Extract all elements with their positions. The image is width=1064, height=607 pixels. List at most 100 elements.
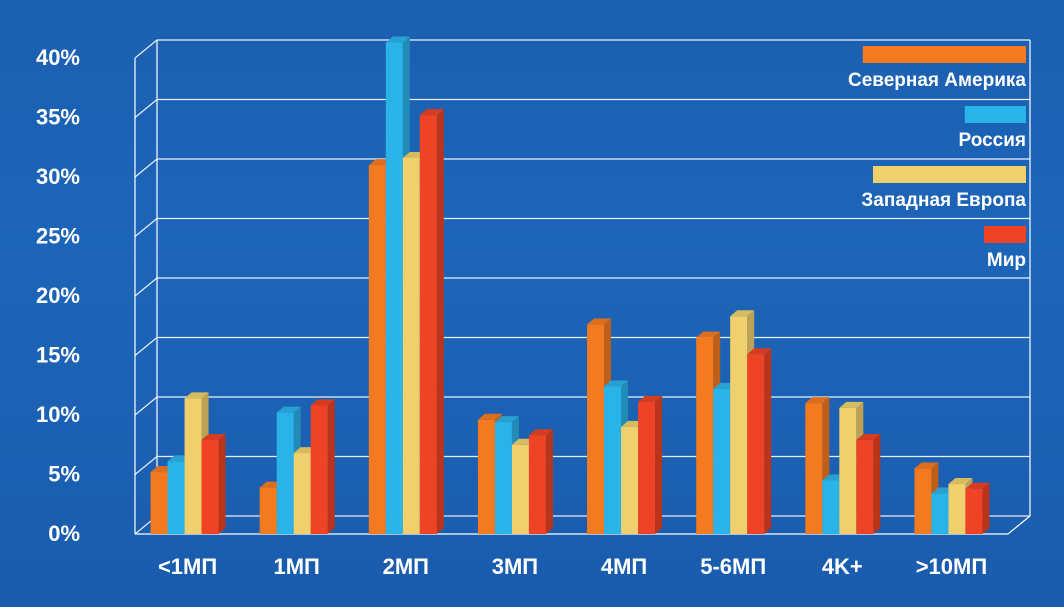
bar-front-face bbox=[914, 468, 932, 534]
y-tick-label: 20% bbox=[36, 283, 80, 308]
bar-front-face bbox=[259, 487, 277, 534]
legend-label: Мир bbox=[987, 250, 1026, 271]
bar-top-face bbox=[310, 399, 335, 406]
bar-front-face bbox=[368, 165, 386, 534]
bars bbox=[150, 36, 990, 535]
bar-front-face bbox=[805, 403, 823, 534]
x-tick-label: 2МП bbox=[383, 554, 429, 579]
x-tick-label: 1МП bbox=[274, 554, 320, 579]
bar-top-face bbox=[965, 482, 990, 489]
bar-top-face bbox=[730, 310, 755, 317]
bar-front-face bbox=[477, 419, 495, 534]
bar-front-face bbox=[167, 461, 185, 534]
bar-front-face bbox=[948, 484, 966, 534]
bar-top-face bbox=[747, 348, 772, 355]
bar-front-face bbox=[587, 324, 605, 534]
bar-top-face bbox=[856, 433, 881, 440]
bar-side-face bbox=[982, 482, 990, 534]
bar bbox=[310, 399, 335, 534]
legend-swatch bbox=[964, 106, 1026, 123]
bar-front-face bbox=[696, 337, 714, 534]
bar-front-face bbox=[604, 386, 622, 534]
grid bbox=[134, 39, 1031, 535]
bar-top-face bbox=[528, 429, 553, 436]
bar-top-face bbox=[276, 406, 301, 413]
bar-top-face bbox=[696, 331, 721, 338]
bar-front-face bbox=[419, 115, 437, 535]
bar-front-face bbox=[856, 439, 874, 534]
bar-front-face bbox=[201, 439, 219, 534]
gridline bbox=[134, 336, 1030, 356]
bar-side-face bbox=[873, 433, 881, 534]
y-tick-label: 5% bbox=[48, 462, 80, 487]
bar-front-face bbox=[638, 401, 656, 534]
legend-item: Северная Америка bbox=[848, 46, 1026, 91]
gridline bbox=[134, 455, 1030, 475]
bar-side-face bbox=[545, 429, 553, 534]
bar-front-face bbox=[150, 472, 168, 534]
bar-front-face bbox=[511, 444, 529, 534]
legend-label: Россия bbox=[959, 130, 1026, 151]
bar-front-face bbox=[730, 316, 748, 534]
bar-top-face bbox=[587, 318, 612, 325]
legend-label: Северная Америка bbox=[848, 70, 1026, 91]
bar-front-face bbox=[184, 398, 202, 534]
bar-side-face bbox=[655, 395, 663, 534]
bar-front-face bbox=[494, 422, 512, 534]
gridline bbox=[134, 217, 1030, 237]
bar-front-face bbox=[293, 453, 311, 534]
legend-item: Западная Европа bbox=[861, 166, 1026, 211]
x-tick-label: 4K+ bbox=[822, 554, 863, 579]
legend-item: Мир bbox=[984, 226, 1026, 271]
bar-top-face bbox=[494, 416, 519, 423]
bar-top-face bbox=[839, 401, 864, 408]
bar-front-face bbox=[822, 480, 840, 534]
bar-front-face bbox=[747, 354, 765, 534]
bar-top-face bbox=[948, 478, 973, 485]
bar bbox=[419, 109, 444, 535]
bar-front-face bbox=[310, 405, 328, 534]
bar-top-face bbox=[184, 392, 209, 399]
legend-swatch bbox=[873, 166, 1026, 183]
y-axis-ticks: 0% 5% 10% 15% 20% 25% 30% 35% 40% bbox=[36, 45, 80, 546]
bar bbox=[201, 433, 226, 534]
bar-front-face bbox=[713, 388, 731, 534]
bar-top-face bbox=[201, 433, 226, 440]
bar-front-face bbox=[931, 493, 949, 534]
y-tick-label: 15% bbox=[36, 343, 80, 368]
bar bbox=[528, 429, 553, 534]
x-tick-label: 4МП bbox=[601, 554, 647, 579]
x-tick-label: 3МП bbox=[492, 554, 538, 579]
bar-top-face bbox=[419, 109, 444, 116]
legend-swatch bbox=[984, 226, 1026, 243]
bar bbox=[747, 348, 772, 534]
x-tick-label: 5-6МП bbox=[700, 554, 766, 579]
y-tick-label: 30% bbox=[36, 164, 80, 189]
y-tick-label: 25% bbox=[36, 224, 80, 249]
gridline bbox=[134, 396, 1030, 416]
bar bbox=[856, 433, 881, 534]
y-tick-label: 40% bbox=[36, 45, 80, 70]
gridline bbox=[134, 98, 1030, 118]
x-tick-label: >10МП bbox=[916, 554, 987, 579]
y-tick-label: 10% bbox=[36, 402, 80, 427]
bar-front-face bbox=[839, 407, 857, 534]
bar-front-face bbox=[402, 157, 420, 534]
bar-top-face bbox=[638, 395, 663, 402]
x-tick-label: <1МП bbox=[158, 554, 217, 579]
bar-top-face bbox=[477, 413, 502, 420]
bar-top-face bbox=[604, 380, 629, 387]
bar-side-face bbox=[218, 433, 226, 534]
bar-front-face bbox=[621, 426, 639, 534]
bar-side-face bbox=[764, 348, 772, 534]
bar-top-face bbox=[805, 397, 830, 404]
bar-front-face bbox=[528, 435, 546, 534]
bar-top-face bbox=[914, 462, 939, 469]
bar-side-face bbox=[327, 399, 335, 534]
bar-top-face bbox=[385, 36, 410, 43]
gridline bbox=[134, 277, 1030, 297]
y-tick-label: 35% bbox=[36, 105, 80, 130]
x-axis-labels: <1МП 1МП 2МП 3МП 4МП 5-6МП 4K+ >10МП bbox=[158, 554, 987, 579]
bar-front-face bbox=[385, 42, 403, 534]
